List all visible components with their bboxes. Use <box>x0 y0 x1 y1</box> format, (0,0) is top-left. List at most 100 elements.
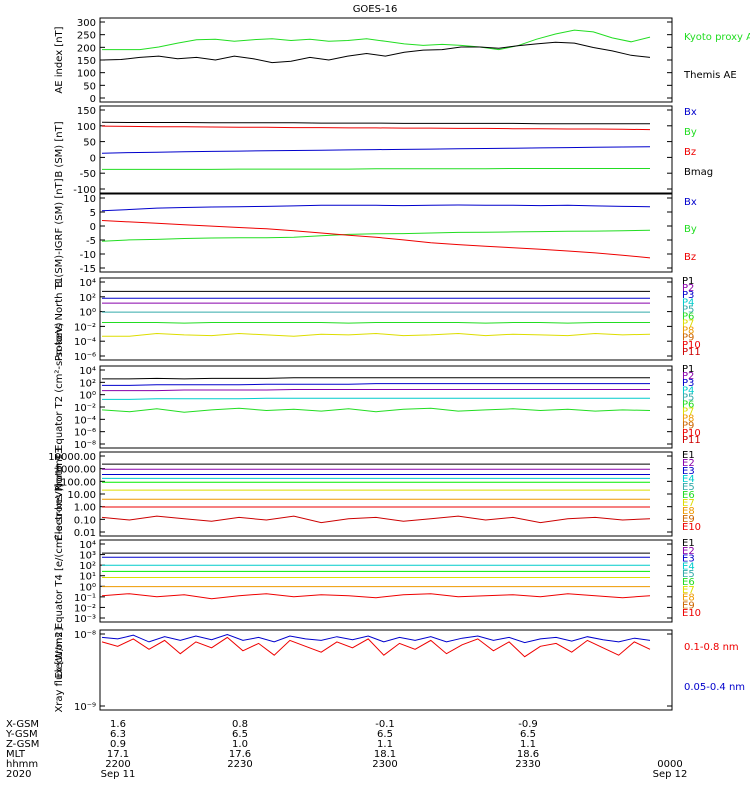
footer-row-label: X-GSM <box>6 719 39 730</box>
series-line-kyoto-proxy-ae <box>102 29 651 51</box>
legend-label: By <box>684 127 697 138</box>
y-tick-label: 300 <box>77 18 96 29</box>
y-tick-label: 100.00 <box>61 477 96 488</box>
footer-value: 0000 <box>657 759 682 770</box>
y-axis-label: Electrons Equator T4 [e/(cm²-s-sr-keV)] <box>54 483 65 678</box>
y-tick-label: 50 <box>83 81 96 92</box>
footer-row-label: MLT <box>6 749 26 760</box>
y-tick-label: 10⁻¹ <box>74 593 96 604</box>
y-tick-label: -50 <box>80 169 96 180</box>
legend-label: Kyoto proxy AE <box>684 32 750 43</box>
y-tick-label: 10⁴ <box>79 540 96 551</box>
legend-label: E5 <box>682 569 695 580</box>
legend-label: 0.05-0.4 nm <box>684 682 745 693</box>
footer-row-label: hhmm <box>6 759 38 770</box>
legend-label: P10 <box>682 428 701 439</box>
y-tick-label: 100 <box>77 122 96 133</box>
y-tick-label: 10⁻⁶ <box>74 352 96 363</box>
legend-label: Bz <box>684 147 696 158</box>
footer-value: 18.6 <box>517 749 539 760</box>
series-line-bx <box>101 146 651 154</box>
legend-label: E7 <box>682 498 695 509</box>
legend-label: E1 <box>682 450 695 461</box>
y-tick-label: 0.01 <box>74 528 96 539</box>
legend-label: By <box>684 224 697 235</box>
legend-label: P7 <box>682 407 694 418</box>
y-tick-label: 10⁻⁸ <box>74 630 96 641</box>
y-tick-label: 10 <box>83 194 96 205</box>
panel-frame <box>99 277 673 361</box>
y-tick-label: 50 <box>83 138 96 149</box>
legend-label: P3 <box>682 378 694 389</box>
legend-label: Bx <box>684 197 697 208</box>
footer-value: Sep 11 <box>101 769 136 780</box>
legend-label: E3 <box>682 554 695 565</box>
y-tick-label: 1.00 <box>74 503 96 514</box>
footer-value: 1.0 <box>232 739 248 750</box>
y-tick-label: 10⁻² <box>74 603 96 614</box>
footer-row-label: Z-GSM <box>6 739 39 750</box>
y-tick-label: 10² <box>79 561 96 572</box>
footer-value: 1.6 <box>110 719 126 730</box>
legend-label: E10 <box>682 608 701 619</box>
series-line-bx <box>101 204 651 212</box>
legend-label: E8 <box>682 593 695 604</box>
y-tick-label: -10 <box>80 250 96 261</box>
legend-label: E2 <box>682 546 695 557</box>
y-tick-label: 200 <box>77 43 96 54</box>
footer-value: 18.1 <box>374 749 396 760</box>
y-tick-label: 10.00 <box>67 490 96 501</box>
series-line-themis-ae <box>101 41 651 64</box>
y-tick-label: 10⁻⁸ <box>74 440 96 451</box>
panel-frame <box>99 105 673 194</box>
legend-label: P7 <box>682 319 694 330</box>
legend-label: P8 <box>682 326 694 337</box>
y-tick-label: 10¹ <box>79 572 96 583</box>
series-line-bz <box>101 125 651 131</box>
footer-value: 2200 <box>105 759 130 770</box>
series-line-p8 <box>102 332 651 337</box>
legend-label: P9 <box>682 421 694 432</box>
footer-value: -0.1 <box>375 719 395 730</box>
series-line-p5 <box>102 397 650 400</box>
legend-label: E6 <box>682 577 695 588</box>
legend-label: P6 <box>682 311 694 322</box>
legend-label: P2 <box>682 371 694 382</box>
series-line-p6 <box>102 322 650 324</box>
y-axis-label: B (SM) [nT] <box>54 121 65 177</box>
legend-label: E2 <box>682 458 695 469</box>
footer-value: 0.8 <box>232 719 248 730</box>
y-tick-label: 10⁻⁶ <box>74 428 96 439</box>
y-tick-label: -100 <box>73 185 96 196</box>
legend-label: P4 <box>682 385 694 396</box>
legend-label: P11 <box>682 347 701 358</box>
legend-label: 0.1-0.8 nm <box>684 642 739 653</box>
y-tick-label: 10⁴ <box>79 278 96 289</box>
series-line-e7 <box>101 593 651 600</box>
legend-label: E6 <box>682 490 695 501</box>
legend-label: E4 <box>682 474 695 485</box>
panel-frame <box>99 539 673 623</box>
y-tick-label: 10⁰ <box>79 582 96 593</box>
panel-frame <box>99 193 673 273</box>
y-tick-label: 250 <box>77 31 96 42</box>
series-line-bmag <box>101 121 650 125</box>
legend-label: E8 <box>682 506 695 517</box>
footer-row-label: Y-GSM <box>5 729 38 740</box>
legend-label: P1 <box>682 364 694 375</box>
legend-label: P2 <box>682 283 694 294</box>
legend-label: P3 <box>682 290 694 301</box>
series-line-0-1-0-8-nm <box>101 636 651 658</box>
footer-value: 2230 <box>227 759 252 770</box>
legend-label: P5 <box>682 304 694 315</box>
series-line-p6 <box>101 407 651 413</box>
footer-value: 2330 <box>515 759 540 770</box>
y-tick-label: 100 <box>77 69 96 80</box>
footer-value: 17.1 <box>107 749 129 760</box>
series-line-by <box>101 229 651 242</box>
series-line-0-05-0-4-nm <box>101 633 651 644</box>
y-tick-label: 10⁰ <box>79 308 96 319</box>
y-tick-label: 10⁻³ <box>74 614 96 625</box>
footer-value: 1.1 <box>377 739 393 750</box>
